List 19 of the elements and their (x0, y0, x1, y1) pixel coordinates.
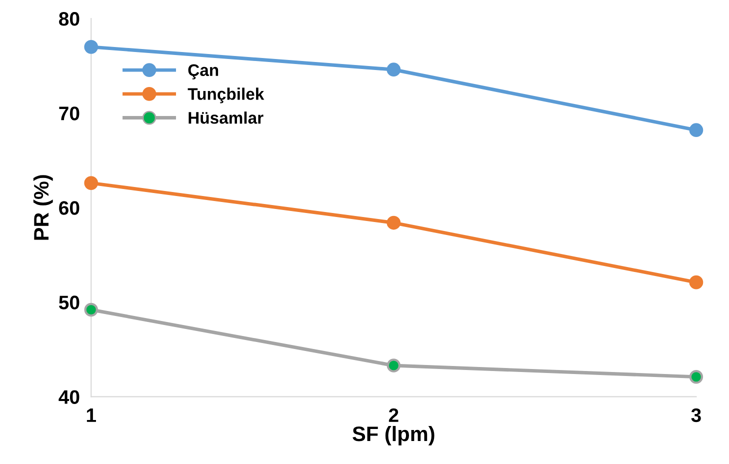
legend-label: Hüsamlar (188, 112, 264, 124)
point (84, 40, 98, 54)
point (84, 176, 98, 190)
y-tick-label: 60 (59, 201, 80, 215)
y-tick-label: 80 (59, 12, 80, 26)
point (689, 123, 704, 138)
legend-label: Çan (188, 64, 218, 80)
x-tick-label: 2 (388, 408, 398, 422)
y-tick-label: 40 (58, 390, 80, 404)
point (689, 275, 704, 290)
x-axis-title: SF (lpm) (352, 426, 434, 446)
point (386, 62, 401, 77)
y-tick-label: 50 (58, 296, 80, 310)
legend-label: Tunçbilek (188, 88, 264, 104)
x-tick-label: 3 (691, 408, 701, 422)
point (386, 216, 401, 230)
x-tick-label: 1 (86, 408, 96, 422)
y-axis-title: PR (%) (33, 175, 53, 240)
y-tick-label: 70 (59, 106, 80, 120)
